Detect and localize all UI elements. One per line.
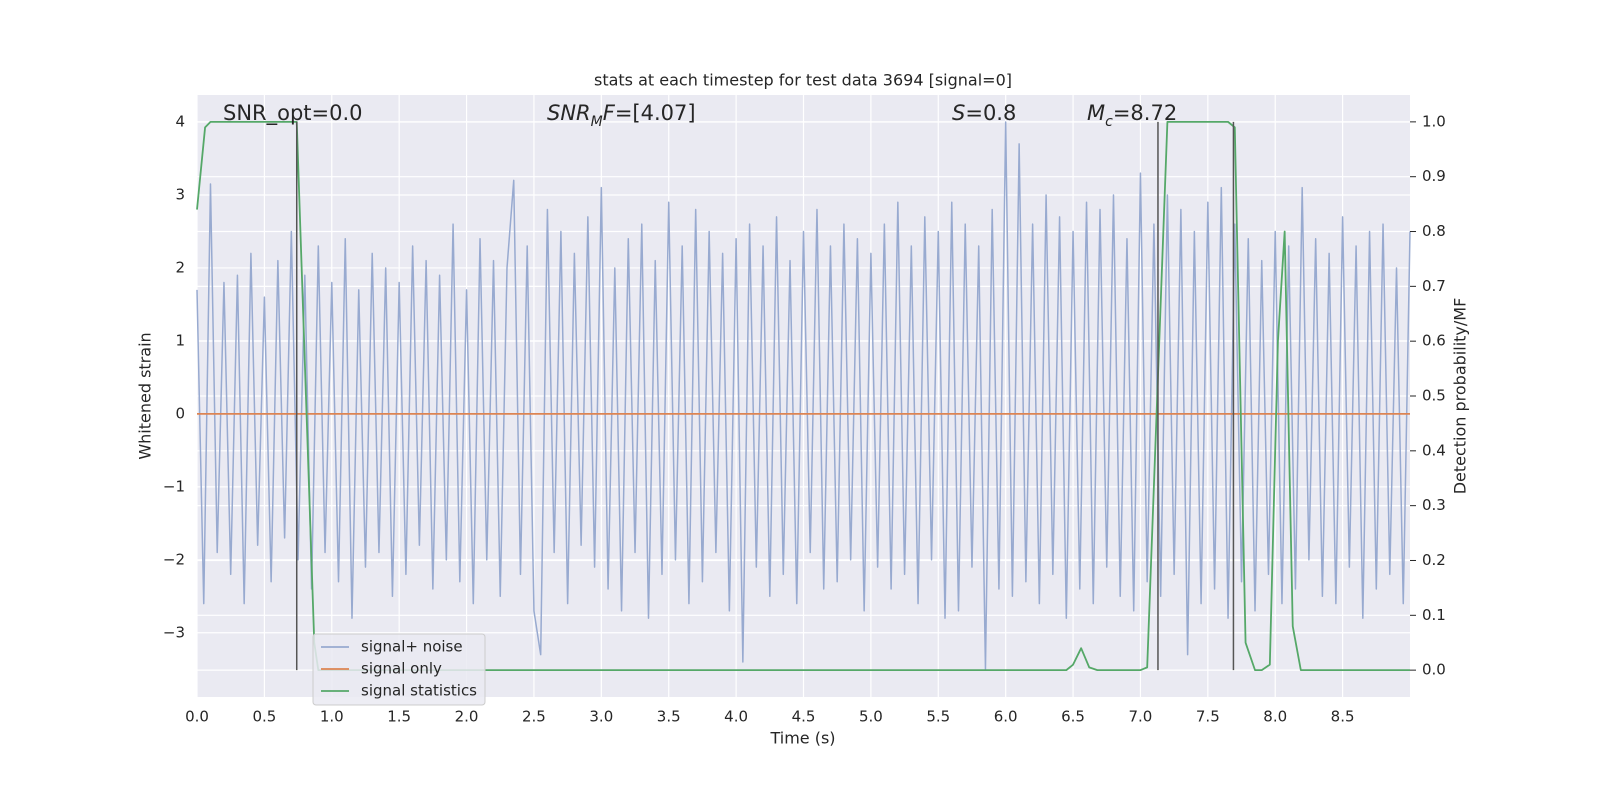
x-tick-label: 0.5: [252, 708, 276, 726]
y2-tick-label: 1.0: [1422, 112, 1446, 130]
labels: 0.0 0.5 1.0 1.5 2.0 2.5 3.0 3.5 4.0 4.5 5.0 5.5 6.0 6…: [163, 101, 1446, 726]
y2-tick-label: 0.8: [1422, 222, 1446, 240]
y2-tick-label: 0.5: [1422, 387, 1446, 405]
legend-box: [312, 633, 486, 706]
x-tick-label: 4.5: [792, 708, 816, 726]
x-tick-label: 4.0: [724, 708, 748, 726]
y-tick-label: −1: [163, 477, 185, 495]
y-tick-label: −3: [163, 623, 185, 641]
x-tick-label: 1.0: [320, 708, 344, 726]
series-line: [196, 121, 1411, 671]
x-tick-label: 2.5: [522, 708, 546, 726]
x-tick-label: 3.5: [657, 708, 681, 726]
annotation-part: c: [1105, 114, 1113, 130]
y2-axis-label: Detection probability/MF: [1451, 298, 1470, 495]
x-tick-label: 8.5: [1331, 708, 1355, 726]
y2-tick-label: 0.3: [1422, 496, 1446, 514]
x-tick-label: 6.5: [1061, 708, 1085, 726]
annotation-part: =[4.07]: [615, 101, 696, 125]
x-tick-label: 5.5: [926, 708, 950, 726]
y2-tick-label: 0.7: [1422, 277, 1446, 295]
y2-tick-label: 0.1: [1422, 606, 1446, 624]
annotation: SNR_opt=0.0: [223, 101, 363, 126]
y2-tick-label: 0.2: [1422, 551, 1446, 569]
y2-tick-label: 0.4: [1422, 441, 1446, 459]
x-tick-label: 3.0: [589, 708, 613, 726]
y-tick-label: 3: [175, 185, 185, 203]
annotation-part: SNR_opt=0.0: [223, 101, 363, 126]
y2-tick-label: 0.9: [1422, 167, 1446, 185]
legend: signal+ noise signal only signal statistic…: [312, 633, 486, 706]
x-tick-label: 7.0: [1129, 708, 1153, 726]
marks: [196, 120, 1411, 672]
annotation-part: M: [1087, 101, 1105, 125]
legend-label: signal only: [361, 660, 442, 678]
y-axis-label: Whitened strain: [136, 332, 155, 459]
annotation-part: =0.8: [965, 101, 1016, 125]
x-tick-label: 1.5: [387, 708, 411, 726]
y-tick-label: 2: [175, 258, 185, 276]
annotation-part: SNR: [547, 101, 591, 125]
x-axis-label: Time (s): [769, 729, 835, 748]
chart-title: stats at each timestep for test data 369…: [594, 71, 1012, 90]
y-tick-label: −2: [163, 550, 185, 568]
annotation-part: M: [591, 114, 603, 130]
annotation: S=0.8: [952, 101, 1016, 125]
x-tick-label: 5.0: [859, 708, 883, 726]
y2-tick-label: 0.0: [1422, 661, 1446, 679]
annotation: SNRMF=[4.07]: [547, 101, 696, 130]
annotation-part: F: [603, 101, 616, 125]
annotation-part: =8.72: [1113, 101, 1177, 125]
series-line: [196, 120, 1410, 672]
y-tick-label: 4: [175, 112, 185, 130]
annotation: Mc=8.72: [1087, 101, 1177, 130]
y-tick-label: 1: [175, 331, 185, 349]
x-tick-label: 7.5: [1196, 708, 1220, 726]
annotation-part: S: [952, 101, 965, 125]
x-tick-label: 6.0: [994, 708, 1018, 726]
y-tick-label: 0: [175, 404, 185, 422]
legend-label: signal+ noise: [361, 638, 463, 656]
x-tick-label: 2.0: [455, 708, 479, 726]
x-tick-label: 0.0: [185, 708, 209, 726]
x-tick-label: 8.0: [1263, 708, 1287, 726]
y2-tick-label: 0.6: [1422, 332, 1446, 350]
legend-label: signal statistics: [361, 682, 477, 700]
